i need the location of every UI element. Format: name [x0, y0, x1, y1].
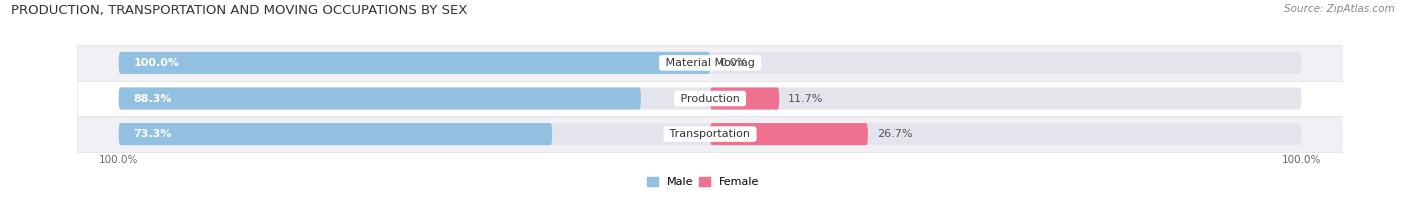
Bar: [77, 81, 1343, 116]
Text: Transportation: Transportation: [666, 129, 754, 139]
Text: 11.7%: 11.7%: [789, 94, 824, 103]
Text: Material Moving: Material Moving: [662, 58, 758, 68]
Legend: Male, Female: Male, Female: [643, 172, 763, 191]
Text: Source: ZipAtlas.com: Source: ZipAtlas.com: [1284, 4, 1395, 14]
FancyBboxPatch shape: [710, 123, 868, 145]
Bar: [77, 116, 1343, 152]
FancyBboxPatch shape: [118, 52, 710, 74]
Text: 26.7%: 26.7%: [877, 129, 912, 139]
FancyBboxPatch shape: [118, 87, 641, 110]
Text: 100.0%: 100.0%: [134, 58, 180, 68]
Text: Production: Production: [676, 94, 744, 103]
FancyBboxPatch shape: [118, 52, 1302, 74]
Text: 88.3%: 88.3%: [134, 94, 172, 103]
FancyBboxPatch shape: [710, 87, 779, 110]
FancyBboxPatch shape: [118, 87, 1302, 110]
FancyBboxPatch shape: [118, 123, 553, 145]
Text: PRODUCTION, TRANSPORTATION AND MOVING OCCUPATIONS BY SEX: PRODUCTION, TRANSPORTATION AND MOVING OC…: [11, 4, 468, 17]
Text: 0.0%: 0.0%: [718, 58, 747, 68]
Bar: [77, 45, 1343, 81]
Text: 73.3%: 73.3%: [134, 129, 172, 139]
FancyBboxPatch shape: [118, 123, 1302, 145]
